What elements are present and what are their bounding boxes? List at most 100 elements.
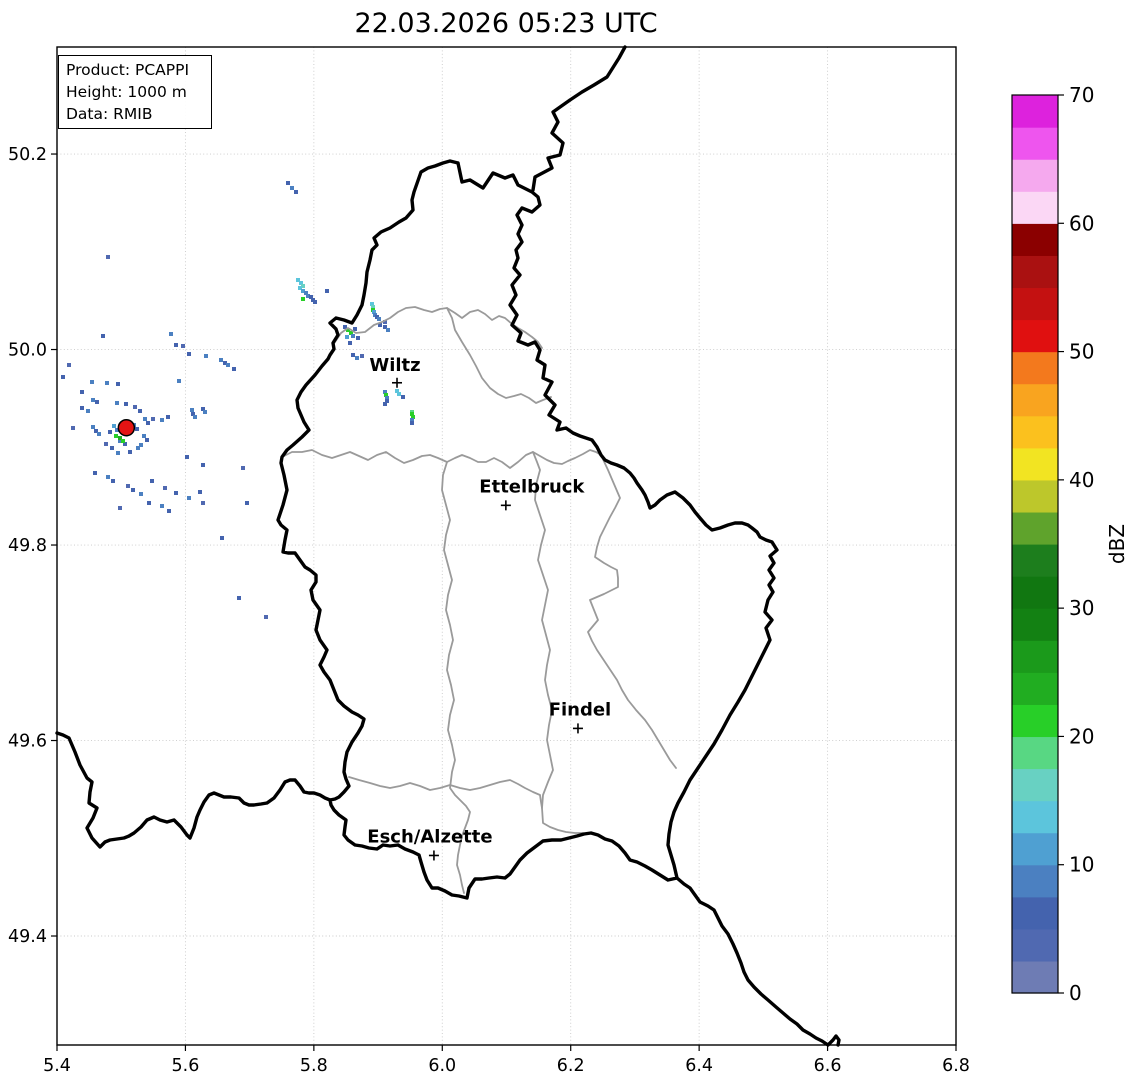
- echo-cell: [201, 407, 205, 411]
- echo-cell: [93, 471, 97, 475]
- country-border: [55, 731, 332, 849]
- echo-cell: [410, 418, 414, 422]
- echo-cell: [187, 496, 191, 500]
- colorbar-unit-label: dBZ: [1105, 524, 1129, 564]
- echo-cell: [169, 332, 173, 336]
- echo-cell: [94, 429, 98, 433]
- y-axis-tick-label: 49.8: [8, 536, 47, 556]
- colorbar-segment: [1012, 960, 1058, 994]
- echo-cell: [298, 286, 302, 290]
- colorbar-tick-label: 70: [1069, 83, 1094, 107]
- city-label: Wiltz: [369, 355, 420, 376]
- echo-cell: [181, 344, 185, 348]
- colorbar-tick-label: 50: [1069, 340, 1094, 364]
- echo-cell: [145, 438, 149, 442]
- colorbar-segment: [1012, 768, 1058, 802]
- colorbar-segment: [1012, 383, 1058, 417]
- echo-cell: [410, 421, 414, 425]
- echo-cell: [395, 389, 399, 393]
- echo-cell: [241, 466, 245, 470]
- echo-cell: [349, 331, 353, 335]
- echo-cell: [90, 380, 94, 384]
- radar-site-marker: [117, 418, 136, 437]
- colorbar-segment: [1012, 864, 1058, 898]
- x-axis-tick-label: 5.8: [300, 1056, 328, 1076]
- echo-cell: [226, 363, 230, 367]
- x-axis-tick-label: 6.8: [942, 1056, 970, 1076]
- echo-cell: [309, 295, 313, 299]
- echo-cell: [114, 434, 118, 438]
- colorbar-segment: [1012, 223, 1058, 256]
- echo-cell: [106, 255, 110, 259]
- echo-cell: [139, 443, 143, 447]
- echo-cell: [264, 615, 268, 619]
- x-axis-tick-label: 5.6: [172, 1056, 200, 1076]
- echo-cell: [110, 446, 114, 450]
- colorbar-segment: [1012, 608, 1058, 641]
- echo-cell: [356, 336, 360, 340]
- echo-cell: [198, 490, 202, 494]
- echo-cell: [163, 486, 167, 490]
- district-border: [281, 449, 602, 469]
- colorbar-segment: [1012, 287, 1058, 321]
- colorbar-segment: [1012, 447, 1058, 481]
- echo-cell: [351, 353, 355, 357]
- country-border: [675, 876, 841, 1047]
- echo-cell: [299, 281, 303, 285]
- x-axis-tick-label: 6.6: [814, 1056, 842, 1076]
- echo-cell: [245, 501, 249, 505]
- echo-cell: [203, 410, 207, 414]
- echo-cell: [383, 390, 387, 394]
- echo-cell: [223, 361, 227, 365]
- echo-cell: [383, 402, 387, 406]
- echo-cell: [116, 382, 120, 386]
- x-axis-tick-label: 6.2: [557, 1056, 585, 1076]
- echo-cell: [174, 491, 178, 495]
- echo-cell: [143, 417, 147, 421]
- colorbar-segment: [1012, 255, 1058, 289]
- echo-cell: [118, 506, 122, 510]
- echo-cell: [325, 289, 329, 293]
- echo-cell: [177, 379, 181, 383]
- echo-cell: [385, 396, 389, 400]
- echo-cell: [86, 409, 90, 413]
- echo-cell: [401, 395, 405, 399]
- district-border: [587, 454, 677, 769]
- echo-cell: [345, 335, 349, 339]
- echo-cell: [355, 356, 359, 360]
- colorbar-segment: [1012, 544, 1058, 577]
- echo-cell: [80, 406, 84, 410]
- echo-cell: [301, 284, 305, 288]
- product-info-box: Product: PCAPPI Height: 1000 m Data: RMI…: [58, 55, 212, 129]
- echo-cell: [411, 415, 415, 419]
- echo-cell: [174, 343, 178, 347]
- echo-cell: [151, 417, 155, 421]
- echo-cell: [185, 455, 189, 459]
- echo-cell: [232, 367, 236, 371]
- echo-cell: [160, 418, 164, 422]
- echo-cell: [296, 278, 300, 282]
- info-data-line: Data: RMIB: [66, 105, 153, 123]
- x-axis-tick-label: 5.4: [43, 1056, 71, 1076]
- echo-cell: [372, 310, 376, 314]
- echo-cell: [383, 320, 387, 324]
- y-axis-tick-label: 50.0: [8, 341, 47, 361]
- country-border: [276, 159, 779, 900]
- colorbar-tick-label: 30: [1069, 596, 1094, 620]
- colorbar-tick-label: 40: [1069, 468, 1094, 492]
- colorbar-segment: [1012, 672, 1058, 705]
- echo-cell: [346, 328, 350, 332]
- echo-cell: [371, 305, 375, 309]
- echo-cell: [101, 334, 105, 338]
- info-height-line: Height: 1000 m: [66, 83, 187, 101]
- district-border: [446, 307, 552, 404]
- echo-cell: [353, 327, 357, 331]
- echo-cell: [410, 412, 414, 416]
- colorbar-segment: [1012, 576, 1058, 609]
- echo-cell: [91, 425, 95, 429]
- colorbar-tick-label: 20: [1069, 724, 1094, 748]
- colorbar-segment: [1012, 736, 1058, 770]
- echo-cell: [136, 446, 140, 450]
